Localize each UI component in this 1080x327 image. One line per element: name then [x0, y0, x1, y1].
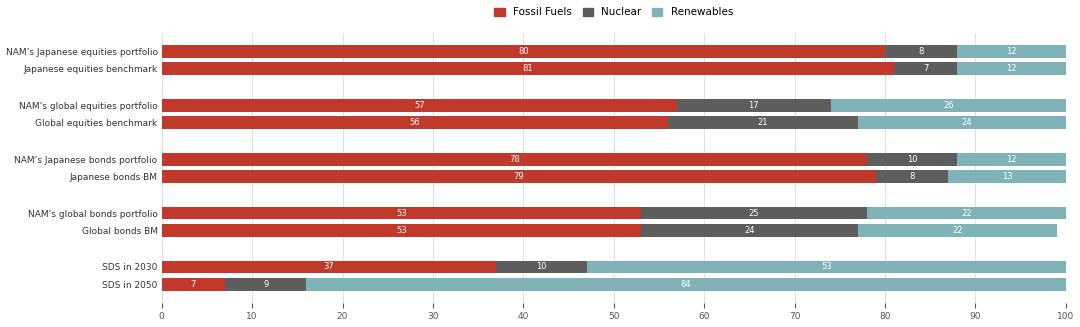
Text: 17: 17: [748, 101, 759, 110]
Text: 22: 22: [961, 209, 972, 217]
Bar: [225, 278, 307, 291]
Bar: [162, 116, 669, 129]
Bar: [162, 278, 225, 291]
Bar: [162, 45, 885, 58]
Text: 13: 13: [1002, 172, 1012, 181]
Bar: [876, 170, 948, 183]
Bar: [162, 261, 496, 273]
Bar: [894, 62, 957, 75]
Bar: [867, 153, 957, 165]
Bar: [957, 62, 1066, 75]
Text: 12: 12: [1007, 47, 1017, 56]
Text: 22: 22: [953, 226, 962, 235]
Text: 78: 78: [509, 155, 519, 164]
Text: 8: 8: [909, 172, 915, 181]
Text: 25: 25: [748, 209, 759, 217]
Bar: [677, 99, 831, 112]
Bar: [858, 224, 1056, 237]
Text: 84: 84: [680, 280, 691, 289]
Bar: [640, 207, 867, 219]
Text: 8: 8: [918, 47, 923, 56]
Bar: [162, 153, 867, 165]
Bar: [496, 261, 586, 273]
Bar: [957, 153, 1066, 165]
Bar: [948, 170, 1066, 183]
Legend: Fossil Fuels, Nuclear, Renewables: Fossil Fuels, Nuclear, Renewables: [490, 3, 738, 22]
Bar: [669, 116, 858, 129]
Bar: [162, 224, 640, 237]
Bar: [640, 224, 858, 237]
Text: 80: 80: [518, 47, 529, 56]
Bar: [957, 45, 1066, 58]
Text: 24: 24: [744, 226, 755, 235]
Text: 24: 24: [961, 118, 972, 127]
Bar: [162, 170, 876, 183]
Text: 9: 9: [264, 280, 268, 289]
Bar: [162, 62, 894, 75]
Bar: [867, 207, 1066, 219]
Text: 10: 10: [536, 263, 546, 271]
Text: 53: 53: [396, 209, 407, 217]
Bar: [162, 207, 640, 219]
Bar: [307, 278, 1066, 291]
Text: 53: 53: [396, 226, 407, 235]
Bar: [586, 261, 1066, 273]
Bar: [831, 99, 1066, 112]
Text: 12: 12: [1007, 64, 1017, 73]
Text: 7: 7: [923, 64, 929, 73]
Bar: [162, 99, 677, 112]
Text: 57: 57: [414, 101, 424, 110]
Text: 7: 7: [191, 280, 197, 289]
Bar: [858, 116, 1075, 129]
Text: 26: 26: [943, 101, 954, 110]
Text: 56: 56: [409, 118, 420, 127]
Text: 10: 10: [907, 155, 917, 164]
Text: 21: 21: [758, 118, 768, 127]
Text: 79: 79: [513, 172, 524, 181]
Text: 12: 12: [1007, 155, 1017, 164]
Text: 37: 37: [324, 263, 335, 271]
Bar: [885, 45, 957, 58]
Text: 81: 81: [523, 64, 534, 73]
Text: 53: 53: [821, 263, 832, 271]
